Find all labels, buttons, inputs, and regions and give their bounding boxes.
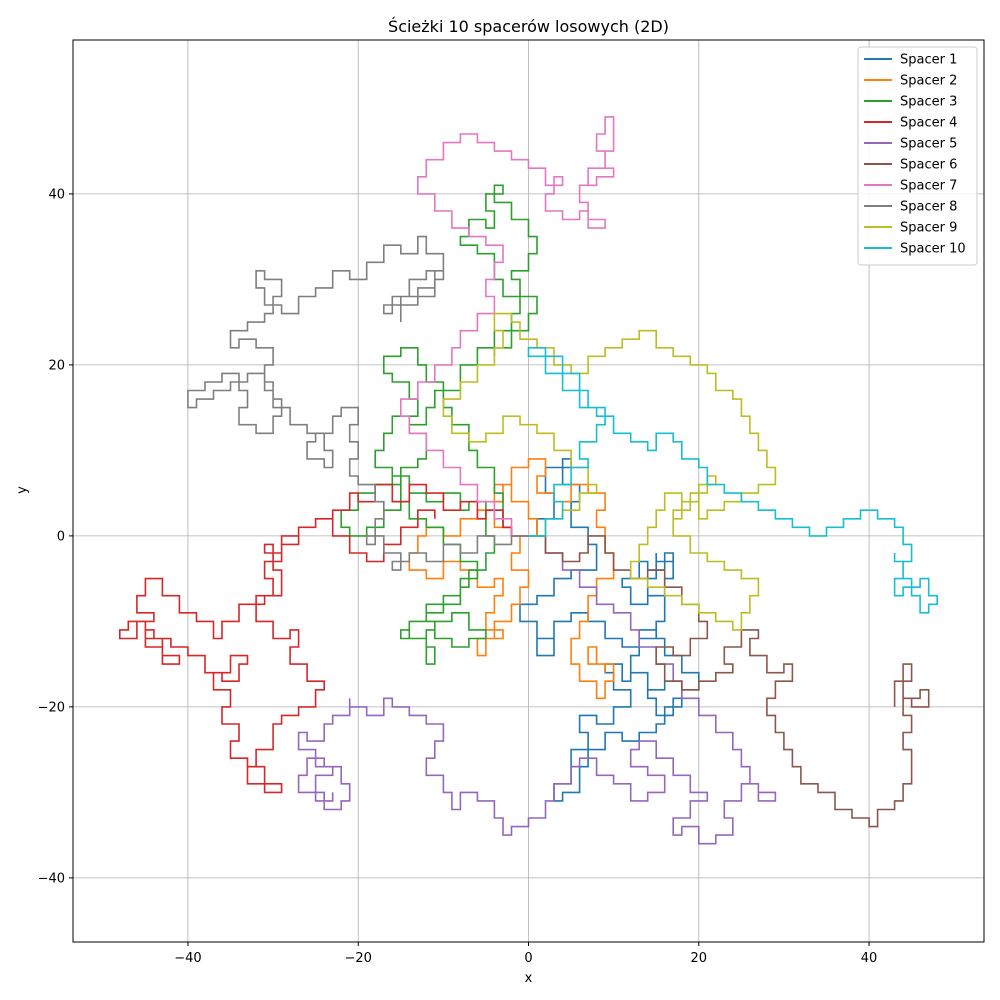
series-line-2 bbox=[408, 458, 615, 700]
y-tick-label: 40 bbox=[48, 187, 65, 202]
series-line-7 bbox=[400, 116, 615, 537]
legend-label-9: Spacer 9 bbox=[900, 221, 957, 236]
series-line-5 bbox=[297, 535, 777, 845]
x-axis-label: x bbox=[525, 971, 533, 986]
axis-ticks: −40 −20 0 20 40 −40 −20 0 20 40 bbox=[38, 187, 878, 966]
chart-title: Ścieżki 10 spacerów losowych (2D) bbox=[388, 17, 669, 36]
x-tick-label: 40 bbox=[861, 951, 878, 966]
x-tick-label: −20 bbox=[345, 951, 372, 966]
legend-label-6: Spacer 6 bbox=[900, 158, 957, 173]
grid bbox=[73, 40, 984, 942]
y-tick-label: −20 bbox=[38, 700, 65, 715]
series-line-10 bbox=[527, 347, 938, 614]
y-tick-label: −40 bbox=[38, 871, 65, 886]
legend-label-4: Spacer 4 bbox=[900, 116, 957, 131]
series-layer bbox=[119, 116, 938, 845]
legend-label-5: Spacer 5 bbox=[900, 137, 957, 152]
series-line-9 bbox=[442, 312, 777, 631]
y-tick-label: 0 bbox=[57, 529, 65, 544]
series-line-4 bbox=[119, 483, 529, 794]
legend-label-1: Spacer 1 bbox=[900, 53, 957, 68]
legend: Spacer 1 Spacer 2 Spacer 3 Spacer 4 Spacer 5… bbox=[857, 46, 978, 266]
legend-label-7: Spacer 7 bbox=[900, 179, 957, 194]
x-tick-label: 0 bbox=[524, 951, 532, 966]
series-line-1 bbox=[519, 458, 700, 802]
x-tick-label: 20 bbox=[691, 951, 708, 966]
legend-label-8: Spacer 8 bbox=[900, 200, 957, 215]
series-line-8 bbox=[187, 235, 529, 571]
x-tick-label: −40 bbox=[174, 951, 201, 966]
y-tick-label: 20 bbox=[48, 358, 65, 373]
legend-label-3: Spacer 3 bbox=[900, 95, 957, 110]
y-axis-label: y bbox=[15, 486, 30, 494]
legend-label-2: Spacer 2 bbox=[900, 74, 957, 89]
series-line-6 bbox=[528, 535, 930, 828]
series-line-3 bbox=[340, 184, 538, 665]
legend-label-10: Spacer 10 bbox=[900, 242, 966, 257]
